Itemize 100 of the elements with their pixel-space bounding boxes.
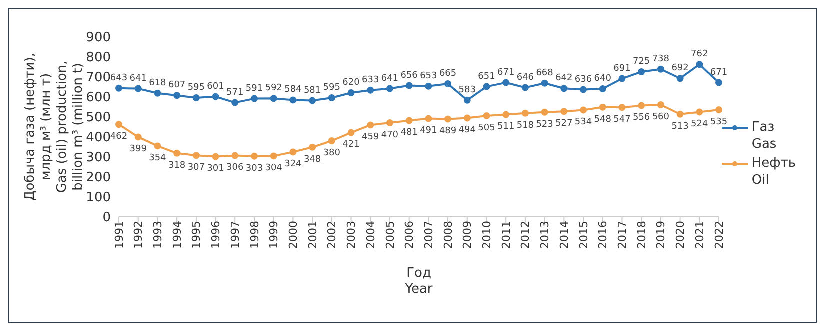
point xyxy=(134,85,142,92)
data-label: 671 xyxy=(710,68,728,78)
x-tick-label: 2019 xyxy=(654,221,668,249)
point xyxy=(580,86,588,94)
point xyxy=(696,108,704,116)
x-tick-label: 1999 xyxy=(268,221,281,249)
data-label: 306 xyxy=(226,163,244,174)
x-tick-label: 2018 xyxy=(635,221,648,249)
point xyxy=(270,95,278,102)
data-label: 636 xyxy=(574,74,592,85)
data-label: 518 xyxy=(516,120,534,131)
point xyxy=(696,61,704,68)
point xyxy=(328,138,336,144)
data-label: 303 xyxy=(246,164,264,174)
x-tick-label: 2014 xyxy=(558,221,571,249)
point xyxy=(657,66,664,73)
data-label: 595 xyxy=(188,83,206,93)
x-tick-label: 2011 xyxy=(500,221,513,249)
data-label: 642 xyxy=(556,74,573,84)
data-label: 462 xyxy=(110,132,128,142)
data-label: 348 xyxy=(304,154,322,165)
data-label: 470 xyxy=(381,130,399,140)
x-tick-label: 2015 xyxy=(577,221,590,249)
point xyxy=(676,75,684,82)
data-label: 324 xyxy=(284,160,302,170)
data-label: 513 xyxy=(672,122,689,132)
point xyxy=(116,121,122,128)
x-tick-label: 1995 xyxy=(190,221,204,249)
x-tick-label: 2012 xyxy=(519,221,532,249)
data-label: 399 xyxy=(130,144,148,155)
data-label: 547 xyxy=(614,114,631,125)
data-label: 556 xyxy=(632,113,650,124)
data-label: 665 xyxy=(439,69,457,79)
data-label: 307 xyxy=(188,162,206,173)
y-tick-label: 300 xyxy=(86,150,111,166)
point xyxy=(541,108,548,116)
point xyxy=(444,116,452,123)
data-label: 646 xyxy=(516,72,534,83)
point xyxy=(444,80,452,88)
y-tick-label: 500 xyxy=(86,110,111,126)
data-label: 523 xyxy=(536,120,554,130)
point xyxy=(116,84,122,92)
data-label: 581 xyxy=(304,86,322,96)
data-label: 607 xyxy=(168,80,186,91)
point xyxy=(580,106,588,114)
y-tick-label: 800 xyxy=(86,50,111,66)
data-label: 591 xyxy=(246,84,264,94)
x-tick-label: 2008 xyxy=(442,221,455,249)
point xyxy=(425,82,432,90)
point xyxy=(154,142,162,150)
data-label: 641 xyxy=(381,74,399,84)
x-tick-label: 2013 xyxy=(538,221,552,249)
x-tick-label: 1992 xyxy=(132,221,146,249)
point xyxy=(716,79,722,86)
data-label: 601 xyxy=(207,82,224,92)
x-tick-label: 1996 xyxy=(210,221,223,249)
point xyxy=(270,152,278,160)
point xyxy=(232,99,239,106)
y-tick-label: 900 xyxy=(86,30,111,46)
point xyxy=(638,68,646,76)
point xyxy=(502,79,510,86)
point xyxy=(522,110,529,117)
data-label: 354 xyxy=(149,154,167,164)
data-label: 511 xyxy=(498,122,515,132)
point xyxy=(599,86,606,92)
point xyxy=(309,144,316,151)
point xyxy=(560,108,568,116)
y-axis-title: Добыча газа (нефти), млрд м³ (млн т) Gas (oil) production, billion m³ (million t) xyxy=(23,53,86,201)
point xyxy=(290,148,297,156)
data-label: 653 xyxy=(420,71,438,82)
point xyxy=(328,94,336,102)
point xyxy=(483,83,490,90)
x-tick-label: 2002 xyxy=(326,221,339,249)
point xyxy=(716,106,722,114)
x-tick-label: 1991 xyxy=(112,221,126,249)
x-tick-label: 1994 xyxy=(170,221,184,249)
point xyxy=(367,86,374,94)
point xyxy=(232,152,239,160)
data-label: 535 xyxy=(710,117,728,128)
point xyxy=(367,122,374,129)
data-label: 584 xyxy=(284,85,302,96)
data-label: 595 xyxy=(323,83,340,93)
point xyxy=(618,75,626,82)
point xyxy=(522,84,529,92)
data-label: 668 xyxy=(536,68,554,78)
y-tick-label: 0 xyxy=(102,210,111,226)
point xyxy=(192,94,200,102)
data-label: 762 xyxy=(691,50,708,60)
point xyxy=(309,97,316,104)
data-label: 692 xyxy=(672,64,689,74)
data-label: 301 xyxy=(207,164,224,174)
x-tick-label: 2006 xyxy=(403,221,416,249)
point xyxy=(386,120,394,126)
data-label: 494 xyxy=(458,126,476,136)
data-label: 592 xyxy=(265,84,282,94)
y-tick-label: 700 xyxy=(86,70,111,86)
point xyxy=(618,104,626,112)
data-label: 641 xyxy=(130,74,147,84)
data-label: 421 xyxy=(342,140,360,150)
x-tick-label: 2003 xyxy=(345,221,358,249)
